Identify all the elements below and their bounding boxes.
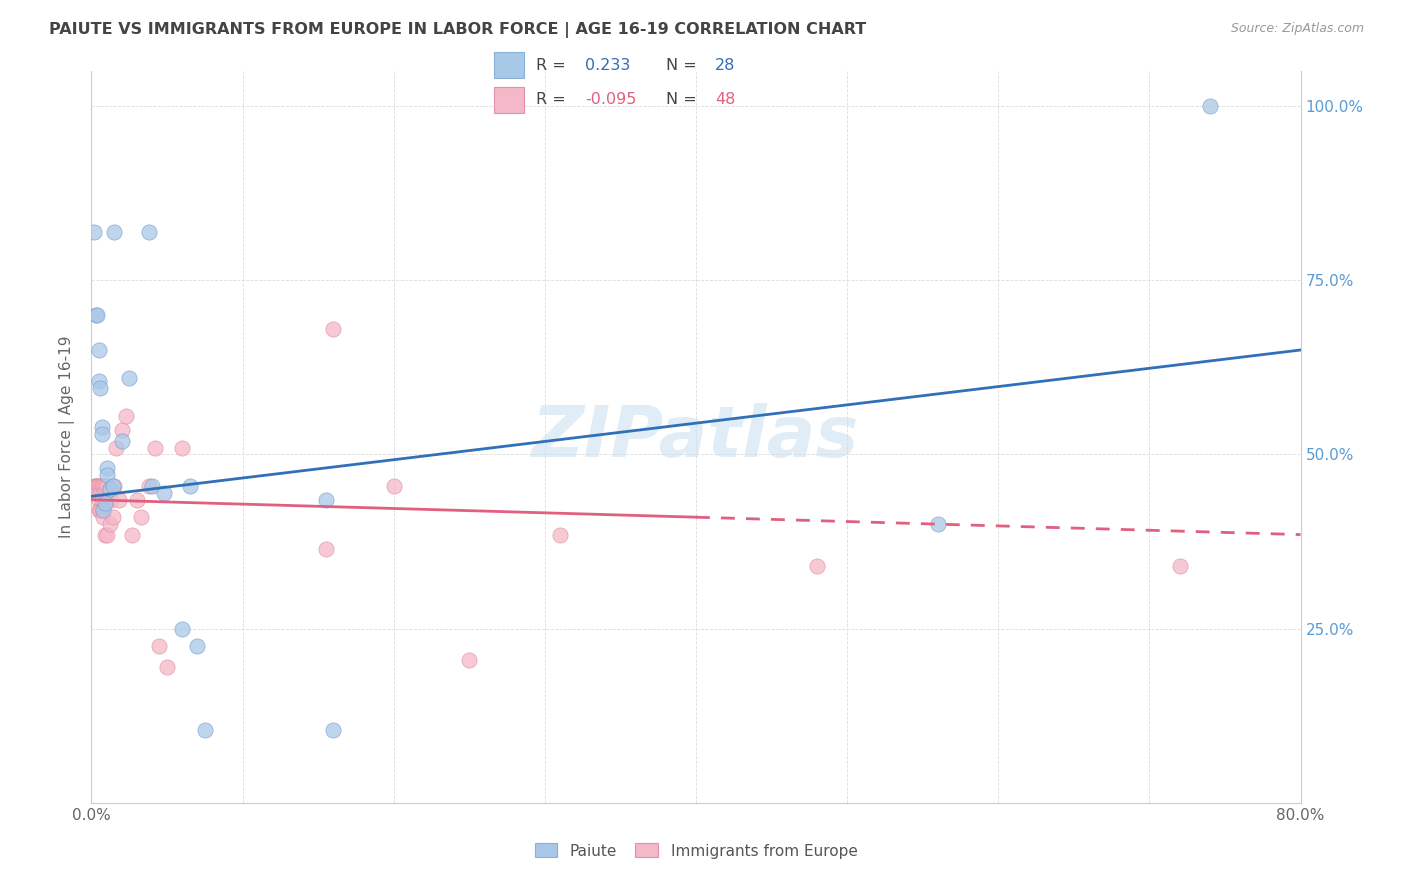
Point	[89, 479, 111, 493]
Point	[1168, 558, 1191, 573]
Point	[100, 492, 122, 507]
Point	[93, 479, 115, 493]
Point	[84, 308, 107, 322]
Point	[94, 496, 117, 510]
Point	[93, 485, 115, 500]
Point	[96, 468, 118, 483]
Point	[96, 479, 118, 493]
Text: -0.095: -0.095	[585, 93, 636, 107]
Text: R =: R =	[537, 93, 567, 107]
Point	[89, 503, 111, 517]
Point	[89, 485, 111, 500]
Point	[186, 639, 208, 653]
Point	[458, 653, 481, 667]
Point	[315, 492, 337, 507]
Text: ZIPatlas: ZIPatlas	[533, 402, 859, 472]
Text: 28: 28	[714, 58, 735, 72]
Point	[87, 343, 110, 357]
Point	[143, 441, 166, 455]
Y-axis label: In Labor Force | Age 16-19: In Labor Force | Age 16-19	[59, 335, 76, 539]
Point	[322, 322, 344, 336]
Point	[84, 479, 107, 493]
Legend: Paiute, Immigrants from Europe: Paiute, Immigrants from Europe	[529, 838, 863, 864]
Point	[101, 479, 124, 493]
Point	[91, 479, 114, 493]
Point	[115, 409, 138, 424]
Point	[172, 441, 194, 455]
Point	[129, 510, 152, 524]
Point	[98, 517, 121, 532]
Point	[194, 723, 217, 737]
Point	[107, 492, 129, 507]
Point	[141, 479, 163, 493]
Point	[315, 541, 337, 556]
Text: N =: N =	[666, 58, 697, 72]
Point	[104, 441, 127, 455]
Point	[83, 225, 105, 239]
Point	[87, 479, 110, 493]
Point	[91, 419, 114, 434]
Text: Source: ZipAtlas.com: Source: ZipAtlas.com	[1230, 22, 1364, 36]
Point	[103, 225, 125, 239]
Point	[86, 479, 108, 493]
Point	[172, 622, 194, 636]
Point	[138, 225, 160, 239]
Point	[91, 503, 114, 517]
Text: N =: N =	[666, 93, 697, 107]
Point	[806, 558, 828, 573]
Point	[156, 660, 179, 674]
Point	[103, 479, 125, 493]
Point	[382, 479, 405, 493]
Point	[91, 426, 114, 441]
Point	[96, 461, 118, 475]
Point	[111, 423, 132, 437]
FancyBboxPatch shape	[494, 87, 524, 112]
Point	[138, 479, 160, 493]
Text: PAIUTE VS IMMIGRANTS FROM EUROPE IN LABOR FORCE | AGE 16-19 CORRELATION CHART: PAIUTE VS IMMIGRANTS FROM EUROPE IN LABO…	[49, 22, 866, 38]
Point	[94, 485, 117, 500]
Point	[111, 434, 132, 448]
Point	[97, 485, 120, 500]
Point	[322, 723, 344, 737]
Point	[83, 479, 105, 493]
Point	[96, 527, 118, 541]
Point	[84, 479, 107, 493]
Point	[94, 479, 117, 493]
Point	[87, 503, 110, 517]
Point	[118, 371, 141, 385]
Point	[86, 479, 108, 493]
Point	[1198, 99, 1220, 113]
Point	[87, 492, 110, 507]
Point	[125, 492, 148, 507]
Point	[94, 527, 117, 541]
Point	[179, 479, 201, 493]
Point	[101, 510, 124, 524]
Point	[98, 483, 121, 497]
Point	[86, 308, 108, 322]
Point	[927, 517, 949, 532]
Text: 48: 48	[714, 93, 735, 107]
Point	[548, 527, 571, 541]
Point	[153, 485, 176, 500]
Text: R =: R =	[537, 58, 567, 72]
Point	[91, 492, 114, 507]
Point	[93, 503, 115, 517]
FancyBboxPatch shape	[494, 52, 524, 78]
Point	[89, 381, 111, 395]
Point	[121, 527, 143, 541]
Text: 0.233: 0.233	[585, 58, 630, 72]
Point	[87, 375, 110, 389]
Point	[93, 510, 115, 524]
Point	[148, 639, 170, 653]
Point	[86, 485, 108, 500]
Point	[96, 492, 118, 507]
